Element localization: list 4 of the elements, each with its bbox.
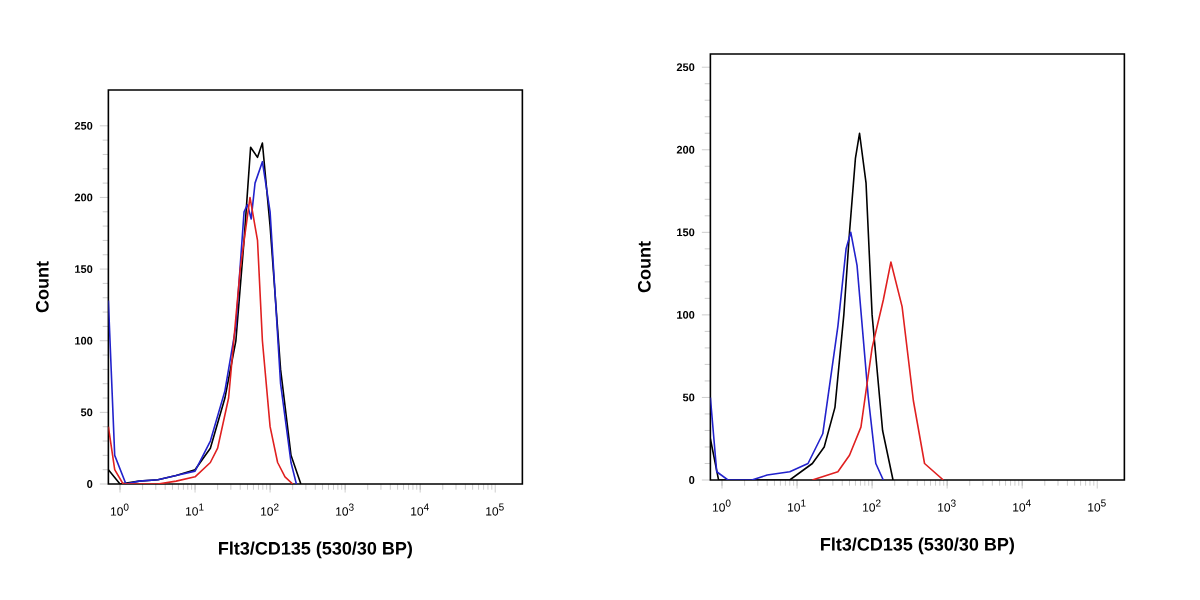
x-axis-title: Flt3/CD135 (530/30 BP) <box>219 541 412 559</box>
x-axis-title: Flt3/CD135 (530/30 BP) <box>821 537 1015 555</box>
y-axis-title: Count <box>637 241 651 293</box>
y-axis-title: Count <box>35 261 49 313</box>
